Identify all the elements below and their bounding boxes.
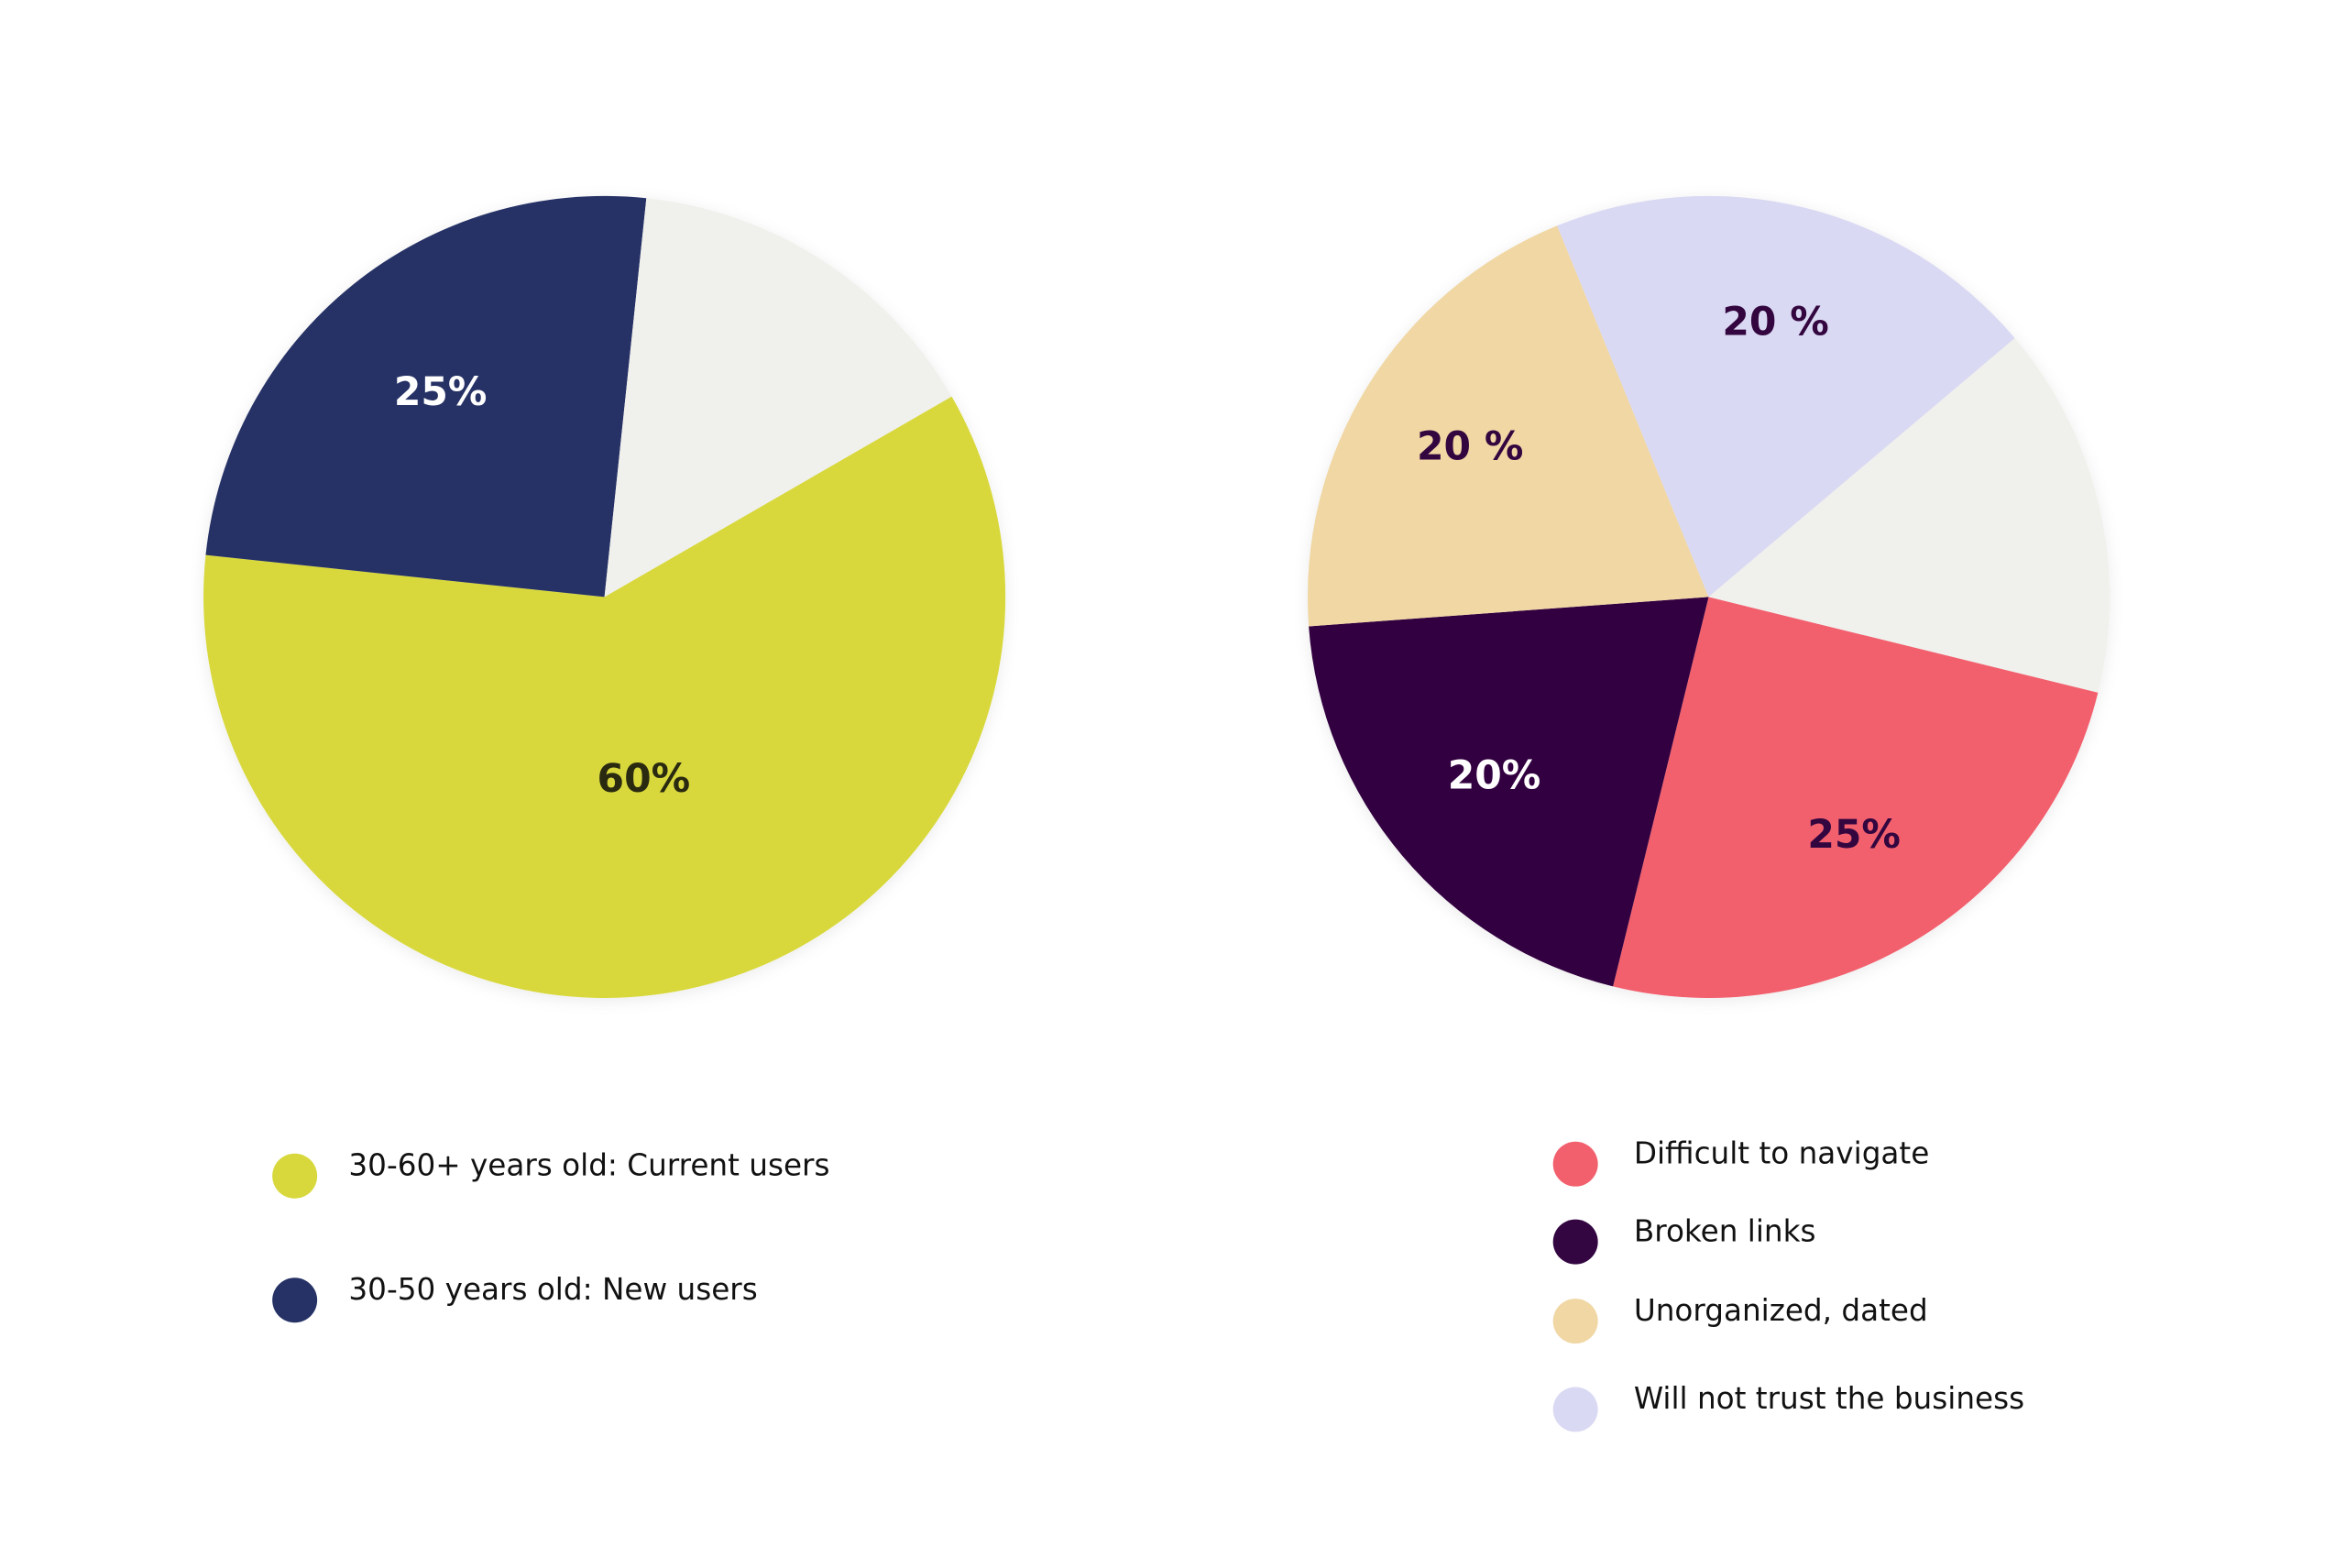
data-label: 25% [394, 370, 488, 415]
pie-slice [1708, 338, 2110, 693]
legend-label: 30-50 years old: New users [348, 1272, 757, 1307]
pie-slice [205, 195, 647, 598]
legend-swatch [1552, 1219, 1598, 1265]
legend-swatch [1552, 1141, 1598, 1187]
pie-slice [203, 396, 1006, 998]
pie-slice [1557, 195, 2015, 598]
pie-slice [1309, 597, 1709, 987]
legend-label: 30-60+ years old: Current users [348, 1147, 829, 1182]
legend-swatch [1552, 1387, 1598, 1432]
pie-slice [604, 198, 952, 598]
data-label: 25% [1807, 813, 1901, 858]
pie [203, 195, 1006, 998]
pie-slice [1613, 597, 2099, 998]
data-label: 60% [597, 757, 691, 802]
data-label: 20 % [1417, 425, 1523, 470]
pie-slice [1307, 225, 1709, 627]
legend-label: Difficult to navigate [1634, 1135, 1929, 1170]
legend-label: Will not trust the business [1634, 1381, 2024, 1416]
legend-swatch [1552, 1299, 1598, 1344]
legend-swatch [272, 1277, 318, 1323]
data-label: 20% [1448, 754, 1541, 799]
legend-label: Unorganized, dated [1634, 1293, 1928, 1328]
legend-label: Broken links [1634, 1213, 1816, 1248]
data-label: 20 % [1722, 300, 1828, 345]
pie [1307, 195, 2110, 998]
legend-swatch [272, 1153, 318, 1199]
